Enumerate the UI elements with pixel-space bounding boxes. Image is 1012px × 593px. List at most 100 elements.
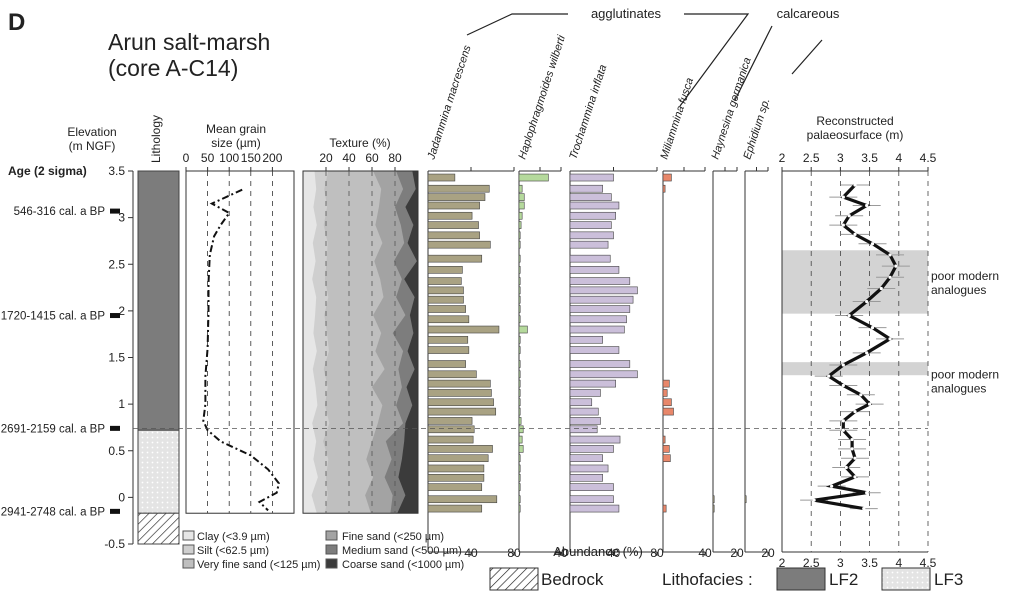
taxon-bar xyxy=(569,231,614,240)
palaeosurface-point xyxy=(841,419,845,423)
taxon-bar xyxy=(427,370,477,379)
palaeosurface-point xyxy=(888,337,892,341)
taxon-tick-label: 40 xyxy=(698,546,712,560)
palaeosurface-bottom-tick-label: 2 xyxy=(779,556,786,570)
texture-legend-label: Fine sand (<250 µm) xyxy=(342,531,444,543)
taxon-tick-label: 40 xyxy=(464,546,478,560)
taxon-bar xyxy=(569,389,601,397)
taxon-bar xyxy=(662,389,668,397)
taxon-bar xyxy=(518,286,521,295)
taxon-name-label: Haplophragmoides wilberti xyxy=(516,33,568,161)
taxon-bar xyxy=(518,464,521,473)
grain-size-line xyxy=(202,188,280,512)
taxon-bar xyxy=(744,495,747,504)
palaeosurface-tick-label: 3 xyxy=(837,151,844,165)
palaeosurface-point xyxy=(841,363,845,367)
lithology-bedrock xyxy=(137,512,180,545)
taxon-bar xyxy=(712,495,715,504)
taxon-bar xyxy=(518,379,521,388)
palaeosurface-point xyxy=(859,393,863,397)
taxon-bar xyxy=(427,305,466,313)
grain-size-title-unit: size (µm) xyxy=(211,136,261,150)
panel-letter: D xyxy=(8,9,25,36)
taxon-bar xyxy=(518,193,525,201)
taxon-bar xyxy=(569,173,614,182)
taxon-bar xyxy=(518,360,521,368)
texture-legend-label: Medium sand (<500 µm) xyxy=(342,545,462,557)
elevation-tick-label: 3.5 xyxy=(108,164,125,178)
palaeosurface-point xyxy=(862,506,866,511)
taxon-bar xyxy=(569,495,614,504)
agglutinates-label: agglutinates xyxy=(591,6,662,21)
taxon-bar xyxy=(518,325,528,334)
taxon-bar xyxy=(427,266,463,274)
palaeosurface-title: Reconstructed xyxy=(816,114,893,128)
agglutinates-bracket-left xyxy=(466,13,568,36)
taxon-bar xyxy=(427,315,470,324)
palaeosurface-point xyxy=(844,465,848,470)
taxon-bar xyxy=(518,305,521,313)
taxon-bar xyxy=(569,325,625,334)
texture-tick-label: 80 xyxy=(388,151,402,165)
taxon-bar xyxy=(427,379,491,388)
palaeosurface-bottom-tick-label: 4.5 xyxy=(920,556,937,570)
grain-size-tick-label: 0 xyxy=(183,151,190,165)
elevation-tick-label: 1.5 xyxy=(108,351,125,365)
palaeosurface-point xyxy=(888,275,892,279)
palaeosurface-point xyxy=(879,286,883,291)
lithology-lf2 xyxy=(137,170,180,431)
palaeosurface-tick-label: 3.5 xyxy=(861,151,878,165)
texture-legend-swatch xyxy=(182,544,195,555)
palaeosurface-point xyxy=(870,242,875,246)
taxon-name-label: Ephidium sp. xyxy=(741,97,772,161)
taxon-bar xyxy=(569,425,598,434)
taxon-bar xyxy=(518,370,521,379)
taxon-bar xyxy=(518,389,521,397)
taxon-bar xyxy=(662,504,667,513)
taxon-bar xyxy=(518,277,521,285)
taxon-bar xyxy=(427,407,497,416)
taxon-bar xyxy=(569,445,614,453)
taxon-bar xyxy=(427,173,456,182)
taxon-bar xyxy=(427,277,462,285)
taxon-name-label: Jadammina macrescens xyxy=(425,43,474,162)
palaeosurface-point xyxy=(841,195,845,199)
elevation-tick-label: 3 xyxy=(118,211,125,225)
palaeosurface-bottom-tick-label: 3.5 xyxy=(861,556,878,570)
taxon-bar xyxy=(427,211,473,220)
texture-tick-label: 20 xyxy=(319,151,333,165)
lithology-label: Lithology xyxy=(149,115,163,163)
lf2-legend-swatch xyxy=(776,567,826,591)
grain-size-tick-label: 50 xyxy=(201,151,215,165)
texture-frame xyxy=(302,170,419,514)
taxon-bar xyxy=(569,221,612,229)
taxon-bar xyxy=(518,473,521,482)
taxon-bar xyxy=(569,193,612,201)
taxon-bar xyxy=(662,407,674,416)
palaeosurface-point xyxy=(847,214,851,218)
texture-legend-label: Clay (<3.9 µm) xyxy=(197,531,270,543)
taxon-bar xyxy=(569,315,627,324)
taxon-bar xyxy=(569,266,620,274)
taxon-bar xyxy=(427,335,469,344)
age-label-item: 2691-2159 cal. a BP xyxy=(1,423,106,435)
taxon-bar xyxy=(569,184,603,193)
taxon-tick-label: 80 xyxy=(507,546,521,560)
taxon-bar xyxy=(569,295,634,304)
taxon-bar xyxy=(518,483,521,491)
palaeosurface-bottom-tick-label: 4 xyxy=(895,556,902,570)
taxon-bar xyxy=(569,370,638,379)
elevation-tick-label: 2 xyxy=(118,304,125,318)
palaeosurface-point xyxy=(894,264,898,268)
palaeosurface-title-unit: palaeosurface (m) xyxy=(807,128,904,142)
taxon-bar xyxy=(427,398,494,407)
taxon-bar xyxy=(569,417,601,425)
elevation-tick-label: 0 xyxy=(118,490,125,504)
palaeosurface-tick-label: 4.5 xyxy=(920,151,937,165)
taxon-bar xyxy=(569,240,609,249)
taxon-bar xyxy=(662,184,666,193)
taxon-bar xyxy=(518,240,521,249)
taxon-bar xyxy=(518,435,523,444)
taxon-bar xyxy=(427,201,480,210)
taxon-bar xyxy=(427,435,474,444)
